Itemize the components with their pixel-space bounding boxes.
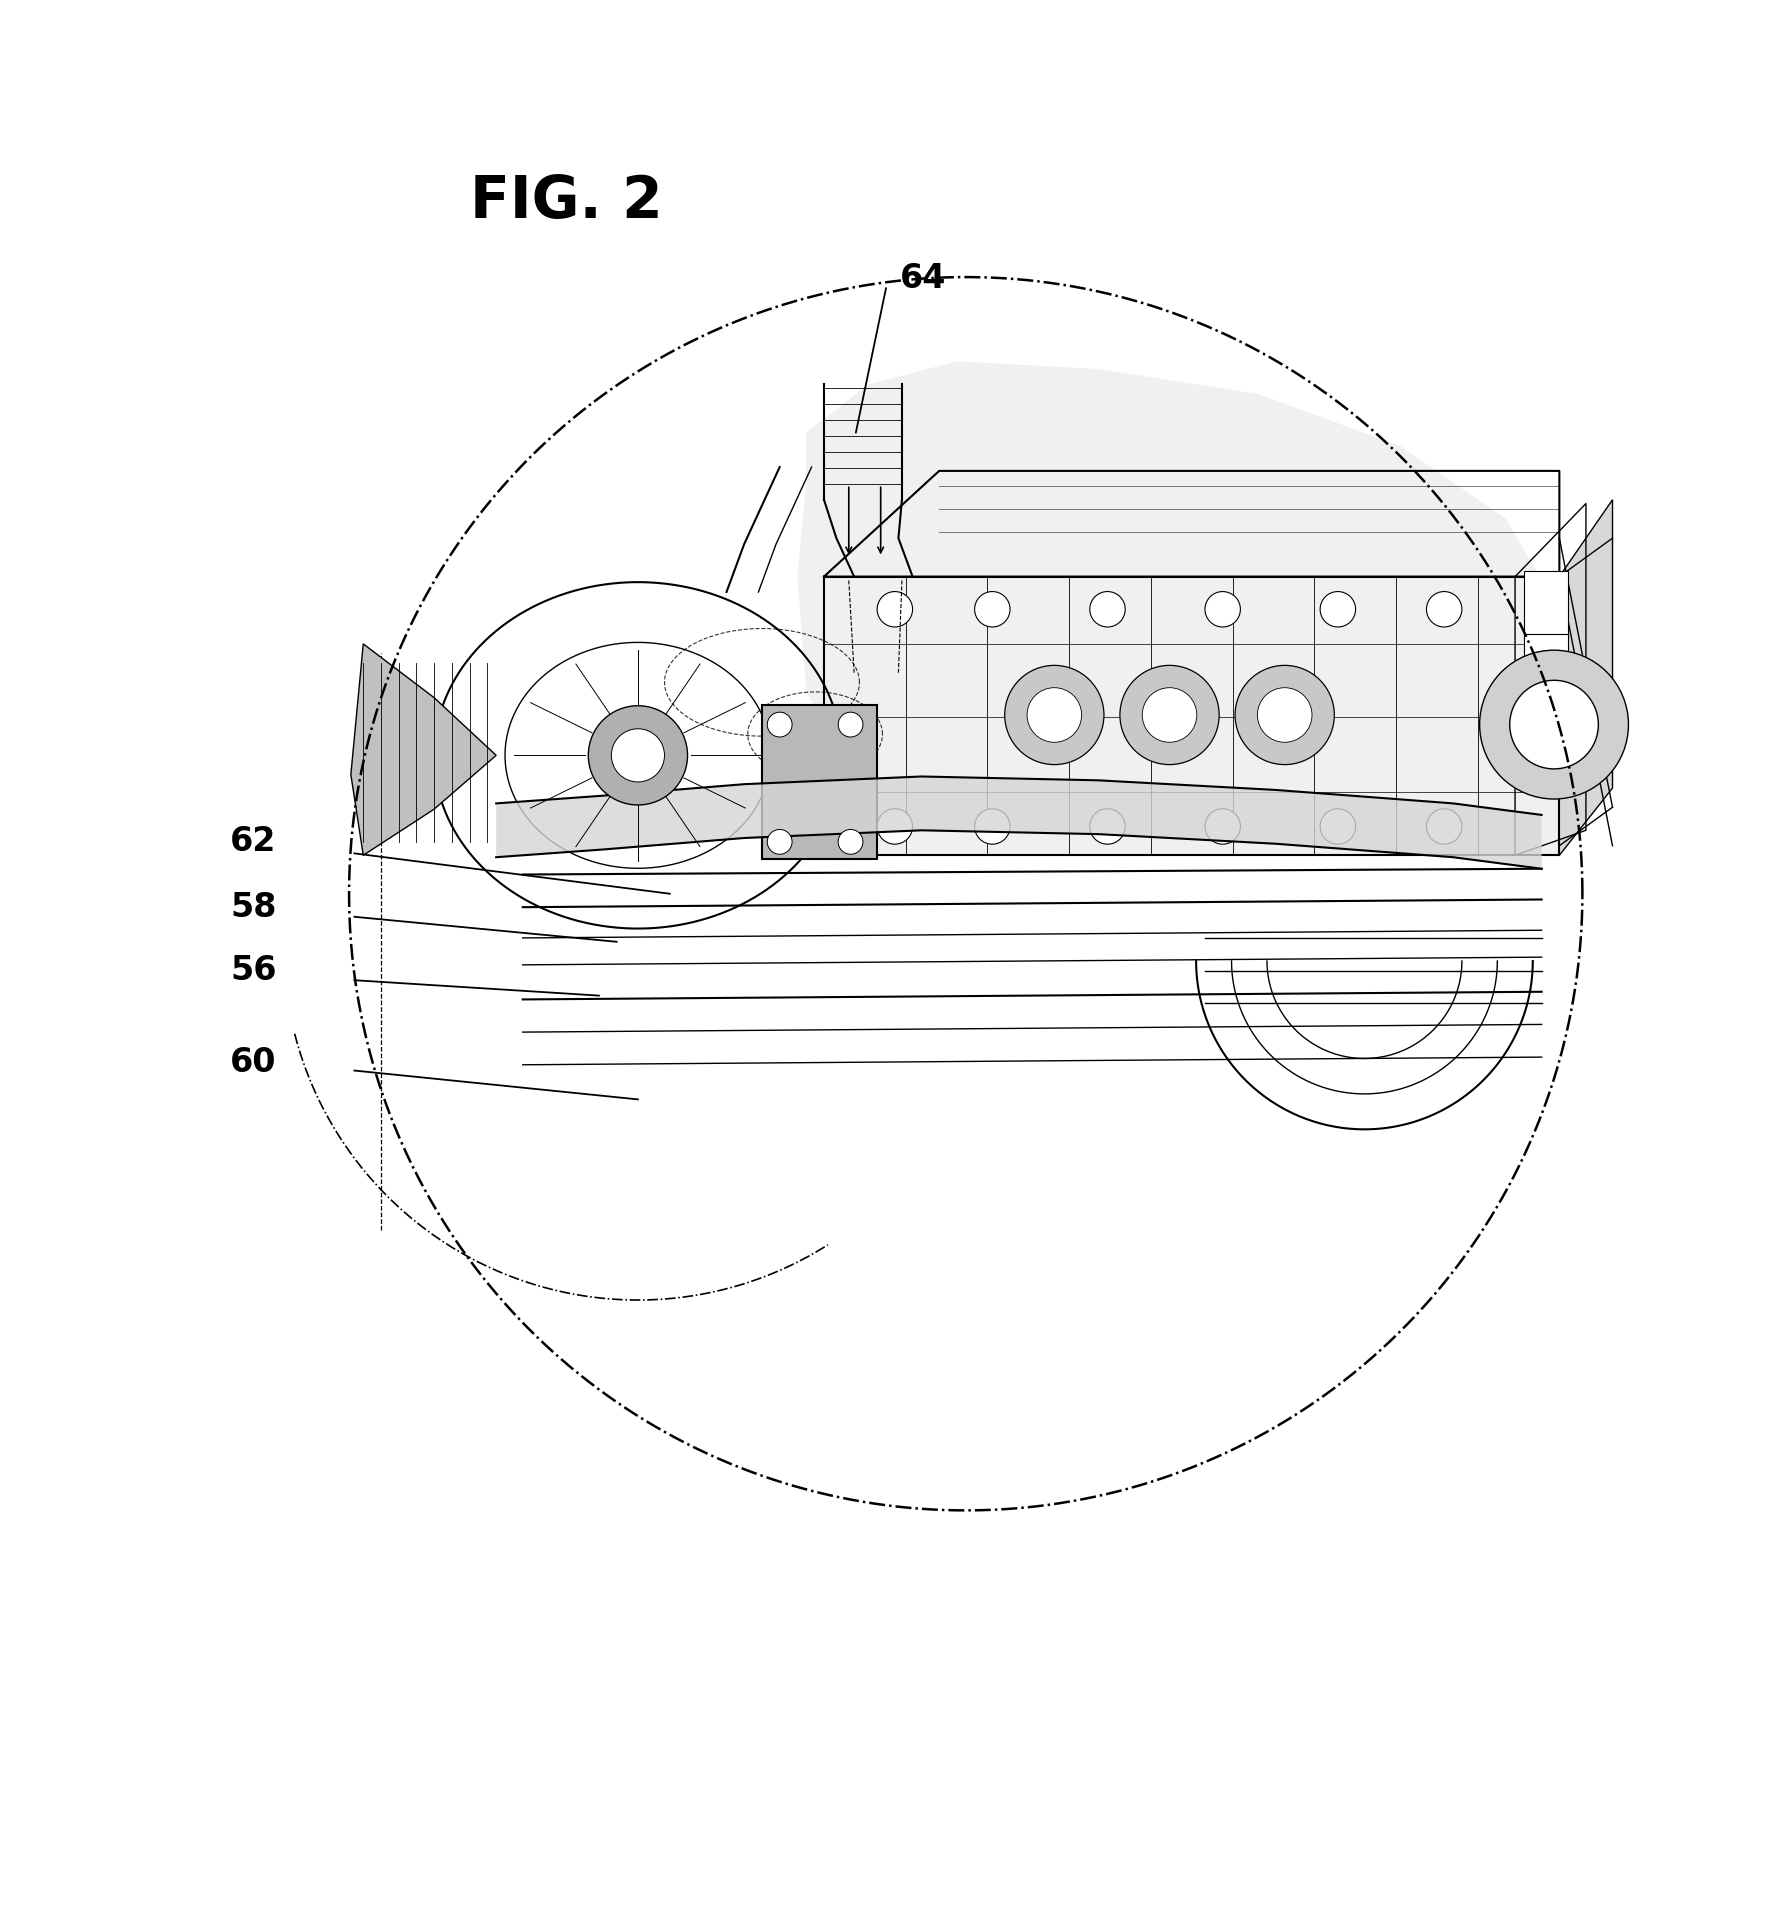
Circle shape: [1258, 688, 1311, 742]
Text: 60: 60: [230, 1046, 276, 1080]
Circle shape: [1205, 592, 1240, 627]
Circle shape: [975, 809, 1010, 844]
Polygon shape: [1559, 500, 1613, 855]
Text: FIG. 2: FIG. 2: [470, 173, 663, 231]
Bar: [1524, 709, 1568, 776]
Text: 58: 58: [230, 890, 276, 924]
Circle shape: [767, 830, 792, 853]
Circle shape: [767, 713, 792, 736]
Circle shape: [1480, 650, 1628, 800]
Polygon shape: [797, 361, 1556, 836]
Circle shape: [1235, 665, 1334, 765]
Circle shape: [1426, 592, 1462, 627]
Circle shape: [877, 809, 913, 844]
Circle shape: [1320, 592, 1356, 627]
Circle shape: [1143, 688, 1196, 742]
Circle shape: [1205, 809, 1240, 844]
Polygon shape: [351, 644, 496, 855]
Circle shape: [1426, 809, 1462, 844]
Circle shape: [1120, 665, 1219, 765]
Bar: [762, 705, 877, 859]
Text: 62: 62: [230, 825, 276, 859]
Circle shape: [611, 728, 664, 782]
Circle shape: [1005, 665, 1104, 765]
Circle shape: [975, 592, 1010, 627]
Circle shape: [1090, 809, 1125, 844]
Text: 56: 56: [230, 953, 276, 988]
Bar: [1524, 634, 1568, 702]
Text: 64: 64: [900, 261, 946, 296]
Circle shape: [877, 592, 913, 627]
Circle shape: [838, 830, 863, 853]
Bar: [1524, 571, 1568, 638]
Circle shape: [1320, 809, 1356, 844]
Circle shape: [1510, 680, 1598, 769]
Polygon shape: [824, 577, 1559, 855]
Circle shape: [1090, 592, 1125, 627]
Circle shape: [1028, 688, 1081, 742]
Circle shape: [838, 713, 863, 736]
Circle shape: [588, 705, 688, 805]
